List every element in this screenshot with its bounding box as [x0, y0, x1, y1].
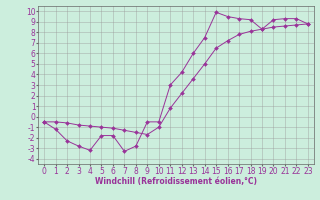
- X-axis label: Windchill (Refroidissement éolien,°C): Windchill (Refroidissement éolien,°C): [95, 177, 257, 186]
